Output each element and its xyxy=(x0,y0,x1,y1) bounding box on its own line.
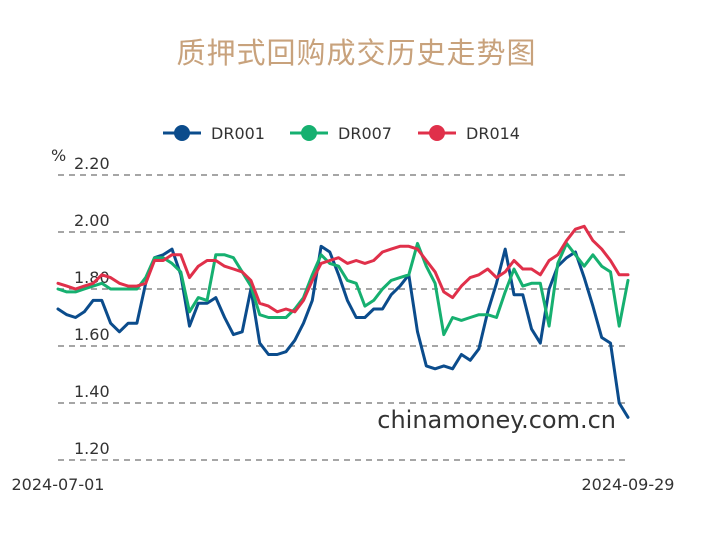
x-tick-label: 2024-09-29 xyxy=(582,475,675,494)
legend-marker-dr001[interactable] xyxy=(174,125,190,141)
chart-title: 质押式回购成交历史走势图 xyxy=(176,36,537,70)
series-line-dr014 xyxy=(56,224,630,314)
y-tick-label: 1.20 xyxy=(74,439,110,458)
y-tick-label: 2.20 xyxy=(74,154,110,173)
legend-label-dr007[interactable]: DR007 xyxy=(338,124,392,143)
y-tick-label: 1.40 xyxy=(74,382,110,401)
y-unit-label: % xyxy=(51,146,66,165)
legend-marker-dr007[interactable] xyxy=(301,125,317,141)
legend-label-dr014[interactable]: DR014 xyxy=(466,124,520,143)
legend-label-dr001[interactable]: DR001 xyxy=(211,124,265,143)
y-tick-label: 2.00 xyxy=(74,211,110,230)
legend-marker-dr014[interactable] xyxy=(429,125,445,141)
y-tick-label: 1.60 xyxy=(74,325,110,344)
x-tick-label: 2024-07-01 xyxy=(12,475,105,494)
watermark-text: chinamoney.com.cn xyxy=(377,406,616,434)
